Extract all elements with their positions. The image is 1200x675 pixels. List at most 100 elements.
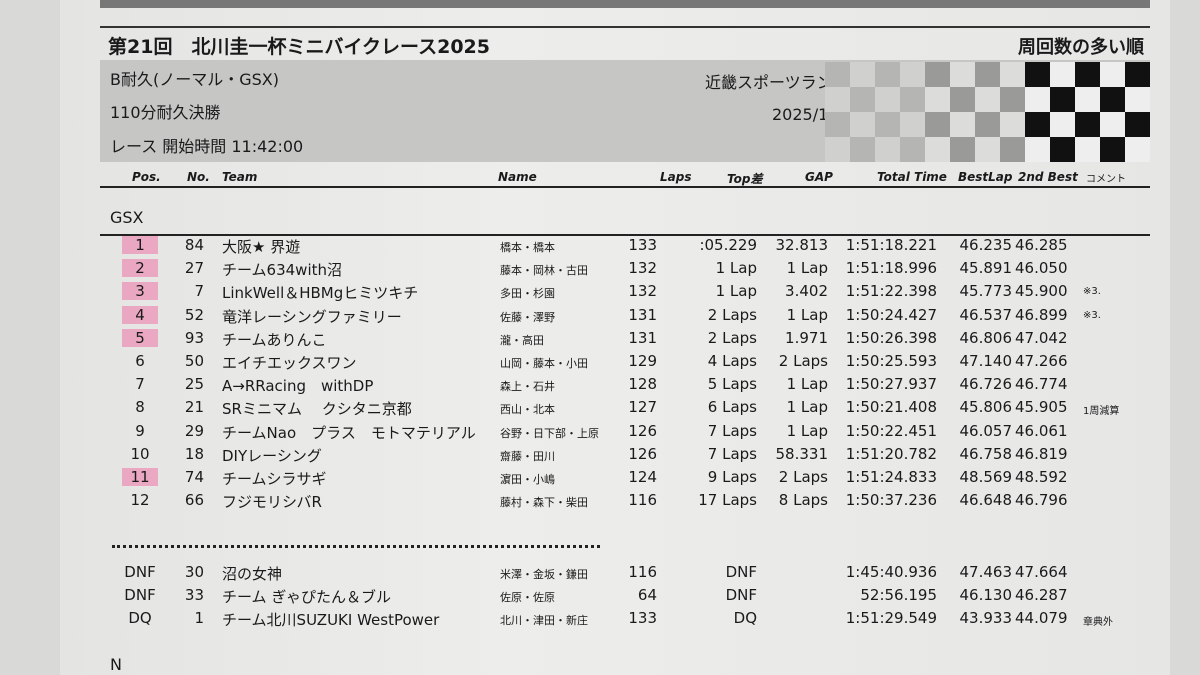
cell-pos: 11	[122, 468, 158, 486]
cell-gap: 1 Lap	[786, 421, 828, 440]
cell-no: 66	[184, 491, 204, 510]
cell-total: 1:51:18.996	[845, 259, 937, 278]
cell-name: 瀧・高田	[500, 333, 544, 347]
cell-best: 46.537	[959, 305, 1013, 324]
cell-best: 47.463	[959, 563, 1013, 581]
result-row: 11 74 チームシラサギ 濵田・小嶋 124 9 Laps 2 Laps 1:51:24.8…	[100, 466, 1150, 488]
cell-name: 齋藤・田川	[500, 449, 555, 463]
cell-pos: 9	[135, 421, 145, 440]
cell-second: 48.592	[1015, 468, 1068, 486]
cell-laps: 132	[628, 259, 657, 278]
result-row: 12 66 フジモリシバR 藤村・森下・柴田 116 17 Laps 8 Laps 1:50:…	[100, 489, 1150, 511]
cell-gap: 58.331	[775, 444, 829, 463]
cell-no: 50	[184, 352, 204, 370]
cell-total: 1:50:27.937	[845, 375, 937, 394]
section-gsx: GSX	[110, 208, 144, 227]
cell-best: 45.891	[959, 259, 1013, 278]
cell-total: 1:51:29.549	[845, 609, 937, 628]
cell-team: 沼の女神	[222, 565, 283, 583]
divider	[100, 234, 1150, 236]
cell-no: 21	[184, 398, 204, 417]
cell-laps: 133	[628, 236, 657, 254]
cell-laps: 127	[628, 398, 657, 417]
section-n: N	[110, 655, 122, 674]
cell-name: 佐藤・澤野	[500, 310, 555, 324]
sort-order: 周回数の多い順	[1018, 37, 1144, 58]
cell-pos: 7	[135, 375, 145, 394]
cell-name: 森上・石井	[500, 380, 555, 394]
cell-second: 45.905	[1015, 398, 1068, 417]
cell-total: 1:50:25.593	[845, 352, 937, 370]
result-row: 2 27 チーム634with沼 藤本・岡林・古田 132 1 Lap 1 Lap 1:51:…	[100, 257, 1150, 279]
cell-team: SRミニマム クシタニ京都	[222, 400, 412, 419]
col-comment: コメント	[1086, 174, 1126, 185]
col-total: Total Time	[877, 170, 947, 184]
cell-best: 45.806	[959, 398, 1013, 417]
cell-laps: 132	[628, 282, 657, 301]
cell-name: 山岡・藤本・小田	[500, 357, 588, 370]
result-row: 7 25 A→RRacing withDP 森上・石井 128 5 Laps 1 Lap 1:…	[100, 373, 1150, 395]
cell-top: 2 Laps	[707, 305, 757, 324]
cell-comment: ※3.	[1083, 309, 1101, 321]
cell-best: 46.130	[959, 586, 1013, 605]
cell-team: A→RRacing withDP	[222, 377, 374, 396]
cell-pos: 6	[135, 352, 145, 370]
cell-name: 米澤・金坂・鎌田	[500, 568, 588, 581]
result-row: 6 50 エイチエックスワン 山岡・藤本・小田 129 4 Laps 2 Laps 1:50:…	[100, 350, 1150, 372]
result-row: 9 29 チームNao プラス モトマテリアル 谷野・日下部・上原 126 7 Laps 1…	[100, 420, 1150, 442]
cell-top: DNF	[725, 563, 757, 581]
cell-gap: 32.813	[775, 236, 829, 254]
cell-pos: 8	[135, 398, 145, 417]
cell-second: 46.285	[1015, 236, 1068, 254]
cell-team: エイチエックスワン	[222, 354, 357, 372]
cell-top: 17 Laps	[698, 491, 757, 510]
result-row: DNF 33 チーム ぎゃぴたん＆ブル 佐原・佐原 64 DNF 52:56.195 46.1…	[100, 584, 1150, 606]
cell-no: 52	[184, 305, 204, 324]
cell-laps: 131	[628, 305, 657, 324]
cell-name: 藤村・森下・柴田	[500, 496, 588, 510]
cell-best: 43.933	[959, 609, 1013, 628]
cell-total: 1:50:26.398	[845, 328, 937, 347]
cell-team: チーム634with沼	[222, 261, 343, 280]
cell-second: 47.266	[1015, 352, 1068, 370]
cell-top: 4 Laps	[707, 352, 757, 370]
cell-top: :05.229	[699, 236, 757, 254]
cell-gap: 8 Laps	[778, 491, 828, 510]
cell-no: 93	[184, 328, 204, 347]
cell-second: 47.042	[1015, 328, 1068, 347]
cell-gap: 2 Laps	[778, 468, 828, 486]
cell-no: 29	[184, 421, 204, 440]
column-headers: Pos. No. Team Name Laps Top差 GAP Total T…	[100, 168, 1150, 188]
cell-second: 44.079	[1015, 609, 1068, 628]
cell-best: 48.569	[959, 468, 1013, 486]
cell-best: 45.773	[959, 282, 1013, 301]
cell-no: 30	[184, 563, 204, 581]
cell-name: 多田・杉園	[500, 287, 555, 301]
cell-gap: 1.971	[785, 328, 828, 347]
start-time: レース 開始時間 11:42:00	[110, 137, 304, 156]
cell-laps: 129	[628, 352, 657, 370]
result-row: 5 93 チームありんこ 瀧・高田 131 2 Laps 1.971 1:50:26.398 4…	[100, 327, 1150, 349]
cell-pos: 12	[130, 491, 150, 510]
col-gap: GAP	[805, 170, 833, 184]
cell-second: 46.287	[1015, 586, 1068, 605]
col-no: No.	[187, 170, 210, 184]
top-strip	[100, 0, 1150, 8]
cell-total: 1:51:18.221	[845, 236, 937, 254]
cell-pos: DNF	[124, 586, 156, 605]
cell-second: 46.050	[1015, 259, 1068, 278]
cell-laps: 116	[628, 563, 657, 581]
checkered-flag-icon	[825, 62, 1150, 162]
cell-top: 1 Lap	[715, 259, 757, 278]
cell-top: 9 Laps	[707, 468, 757, 486]
cell-comment: 1周減算	[1083, 406, 1120, 418]
cell-pos: 2	[122, 259, 158, 278]
cell-second: 45.900	[1015, 282, 1068, 301]
cell-total: 1:50:24.427	[845, 305, 937, 324]
cell-top: 6 Laps	[707, 398, 757, 417]
title-row: 第21回 北川圭一杯ミニバイクレース2025 周回数の多い順	[100, 26, 1150, 60]
cell-second: 46.061	[1015, 421, 1068, 440]
cell-no: 25	[184, 375, 204, 394]
cell-best: 46.806	[959, 328, 1013, 347]
cell-pos: 3	[122, 282, 158, 301]
